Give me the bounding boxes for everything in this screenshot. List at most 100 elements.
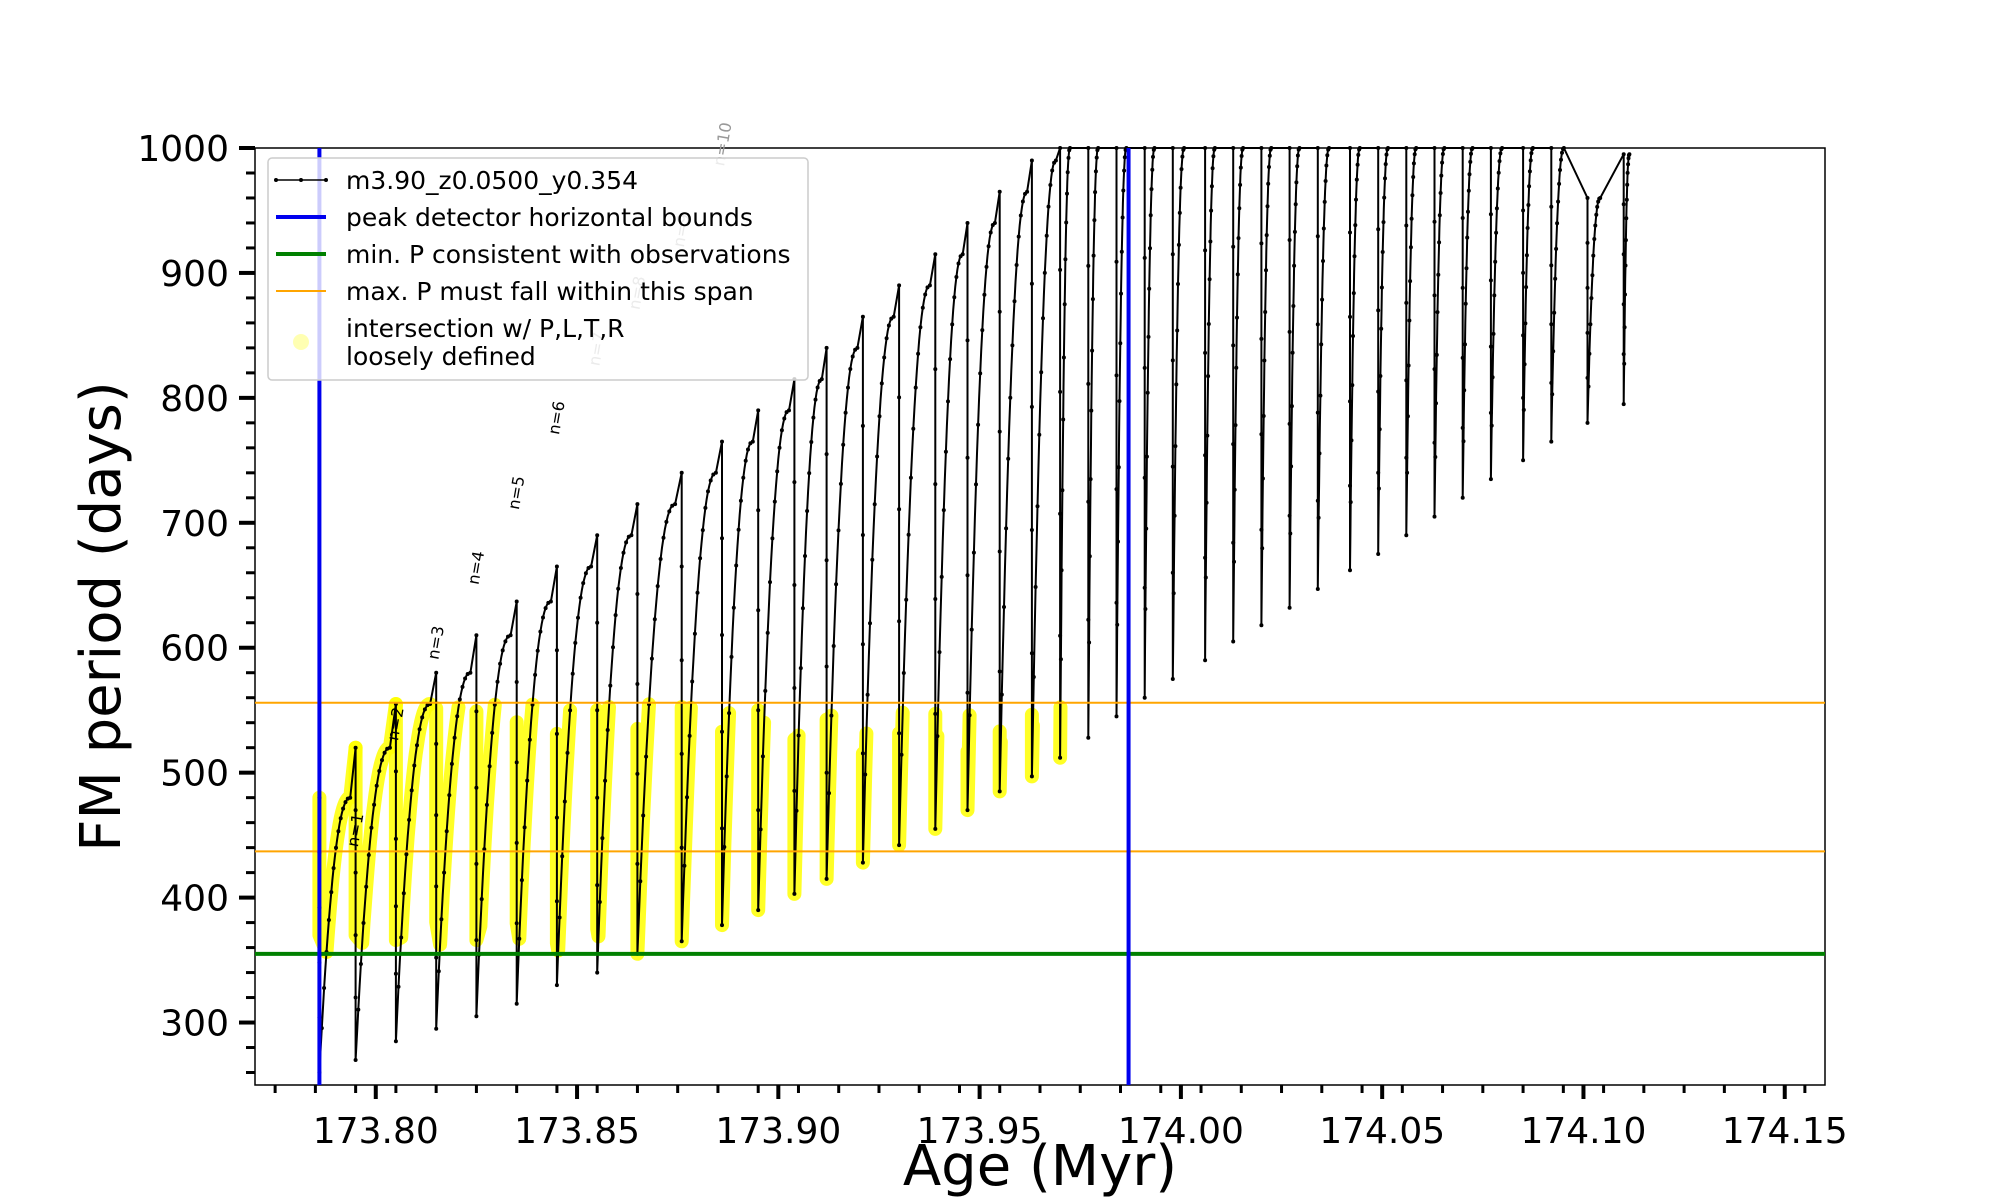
series-point xyxy=(514,840,519,845)
series-point xyxy=(1150,167,1155,172)
series-point xyxy=(1029,158,1034,163)
series-point xyxy=(353,808,358,813)
series-point xyxy=(937,650,942,655)
series-point xyxy=(1461,439,1466,444)
series-point xyxy=(1119,249,1124,254)
series-point xyxy=(792,891,797,896)
series-point xyxy=(1408,279,1413,284)
series-point xyxy=(661,535,666,540)
series-point xyxy=(449,761,454,766)
series-point xyxy=(1114,714,1119,719)
series-point xyxy=(484,802,489,807)
series-point xyxy=(1179,167,1184,172)
series-point xyxy=(578,595,583,600)
series-point xyxy=(855,345,860,350)
series-point xyxy=(548,599,553,604)
series-point xyxy=(1044,233,1049,238)
series-point xyxy=(1287,513,1292,518)
series-point xyxy=(644,754,649,759)
series-point xyxy=(1142,475,1147,480)
series-point xyxy=(713,470,718,475)
series-point xyxy=(923,292,928,297)
series-point xyxy=(1025,189,1030,194)
series-point xyxy=(1557,181,1562,186)
series-point xyxy=(952,295,957,300)
series-point xyxy=(1432,293,1437,298)
series-point xyxy=(1383,162,1388,167)
series-point xyxy=(658,557,663,561)
series-point xyxy=(1404,223,1409,228)
series-point xyxy=(831,644,836,648)
series-point xyxy=(1058,267,1063,272)
series-point xyxy=(353,745,358,750)
series-point xyxy=(1287,146,1292,150)
series-point xyxy=(1203,146,1208,150)
series-point xyxy=(1288,531,1293,536)
series-point xyxy=(679,564,684,569)
series-point xyxy=(600,836,605,841)
series-point xyxy=(927,283,932,288)
series-point xyxy=(1315,587,1320,591)
series-point xyxy=(1058,657,1063,662)
series-point xyxy=(1211,154,1216,159)
series-point xyxy=(1384,152,1389,157)
series-point xyxy=(943,449,948,454)
series-point xyxy=(1521,146,1526,150)
series-point xyxy=(348,795,353,800)
pulse-line xyxy=(1522,147,1552,461)
series-point xyxy=(474,633,479,638)
pulse-line xyxy=(825,316,864,879)
series-point xyxy=(846,385,850,390)
series-point xyxy=(1029,774,1034,779)
series-point xyxy=(1297,146,1302,150)
series-point xyxy=(1315,498,1320,503)
series-point xyxy=(703,505,708,510)
series-point xyxy=(1315,410,1320,415)
series-point xyxy=(358,962,363,966)
series-point xyxy=(621,550,626,555)
series-point xyxy=(794,808,799,813)
series-point xyxy=(1625,170,1630,175)
series-point xyxy=(1231,146,1236,150)
series-point xyxy=(1585,330,1590,335)
series-point xyxy=(322,986,327,990)
series-point xyxy=(1259,336,1264,341)
series-point xyxy=(541,615,545,620)
series-point xyxy=(1316,515,1321,520)
series-point xyxy=(474,861,479,866)
series-point xyxy=(1093,190,1098,195)
series-point xyxy=(1029,281,1034,286)
series-point xyxy=(603,778,608,783)
series-point xyxy=(372,802,377,807)
series-point xyxy=(904,597,909,602)
series-point xyxy=(1039,370,1044,375)
series-point xyxy=(1404,300,1409,305)
series-point xyxy=(1206,374,1211,379)
series-point xyxy=(1170,677,1175,681)
legend-swatch-dot xyxy=(324,178,328,182)
series-point xyxy=(374,783,379,788)
series-point xyxy=(353,933,358,938)
series-point xyxy=(1232,559,1236,564)
series-point xyxy=(1086,735,1091,740)
series-point xyxy=(884,336,889,341)
series-point xyxy=(1623,292,1627,297)
series-point xyxy=(965,808,970,813)
series-point xyxy=(543,606,548,611)
series-point xyxy=(1348,399,1352,404)
series-point xyxy=(1203,248,1208,253)
pulse-line xyxy=(1377,147,1407,555)
series-point xyxy=(792,583,797,587)
series-point xyxy=(897,619,902,624)
series-point xyxy=(1259,146,1264,150)
series-point xyxy=(1086,617,1091,622)
series-point xyxy=(891,314,896,319)
series-point xyxy=(1058,511,1063,516)
series-point xyxy=(827,791,831,796)
series-point xyxy=(1209,184,1214,189)
series-point xyxy=(1065,170,1070,175)
series-point xyxy=(1325,153,1330,158)
series-point xyxy=(1383,176,1387,181)
series-point xyxy=(1551,349,1556,354)
series-point xyxy=(1348,483,1352,488)
